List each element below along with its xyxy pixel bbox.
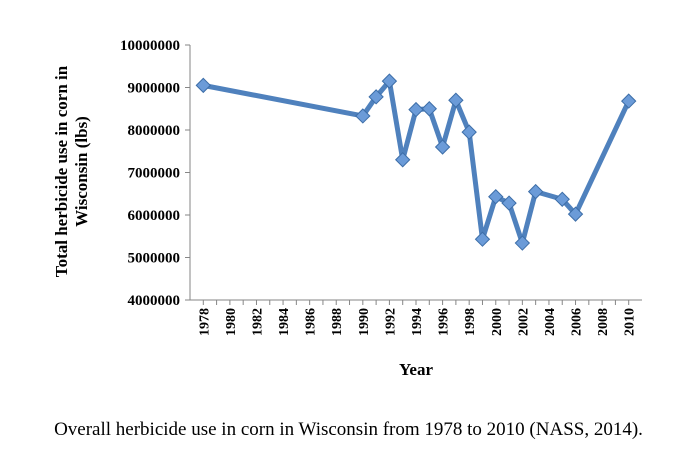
- x-tick-label: 1996: [437, 308, 452, 336]
- x-tick-label: 1994: [410, 308, 425, 336]
- x-tick-label: 2000: [490, 308, 505, 336]
- data-point-marker: [474, 231, 491, 247]
- data-point-marker: [408, 101, 424, 118]
- x-tick-label: 1988: [330, 308, 345, 336]
- y-tick-label: 10000000: [120, 38, 180, 54]
- y-tick-label: 4000000: [128, 293, 181, 309]
- x-tick-label: 1982: [250, 308, 265, 336]
- data-point-marker: [554, 191, 570, 207]
- data-point-marker: [461, 124, 477, 140]
- data-point-marker: [488, 189, 504, 205]
- x-tick-label: 1980: [224, 308, 239, 336]
- data-point-marker: [567, 206, 584, 222]
- data-point-marker: [355, 108, 371, 124]
- x-axis-title: Year: [399, 360, 433, 379]
- x-tick-label: 1986: [304, 308, 319, 336]
- x-tick-label: 2006: [570, 308, 585, 336]
- data-point-marker: [381, 73, 398, 89]
- x-tick-label: 2004: [543, 308, 558, 336]
- data-point-marker: [620, 93, 637, 109]
- x-tick-label: 1998: [463, 308, 478, 336]
- y-tick-label: 5000000: [128, 251, 181, 267]
- data-point-marker: [394, 152, 411, 168]
- data-point-marker: [501, 195, 517, 211]
- x-tick-label: 2002: [516, 308, 531, 336]
- data-point-marker: [514, 235, 531, 251]
- x-tick-label: 1984: [277, 308, 292, 336]
- data-point-marker: [434, 139, 451, 155]
- y-tick-label: 6000000: [128, 208, 181, 224]
- data-point-marker: [368, 89, 384, 105]
- y-tick-label: 9000000: [128, 81, 181, 97]
- figure-caption: Overall herbicide use in corn in Wiscons…: [54, 419, 643, 440]
- y-axis-title: Total herbicide use in corn inWisconsin …: [52, 65, 91, 277]
- x-tick-label: 1978: [197, 308, 212, 336]
- x-tick-label: 1992: [383, 308, 398, 336]
- y-tick-label: 8000000: [128, 123, 181, 139]
- data-point-marker: [195, 77, 212, 94]
- y-tick-label: 7000000: [128, 166, 181, 182]
- x-tick-label: 2010: [623, 308, 638, 336]
- data-point-marker: [421, 101, 438, 117]
- data-point-marker: [448, 92, 464, 108]
- x-tick-label: 1990: [357, 308, 372, 336]
- data-point-marker: [527, 183, 544, 200]
- line-chart: 4000000 5000000 6000000 7000000 8000000 90000…: [52, 38, 642, 379]
- x-tick-label: 2008: [596, 308, 611, 336]
